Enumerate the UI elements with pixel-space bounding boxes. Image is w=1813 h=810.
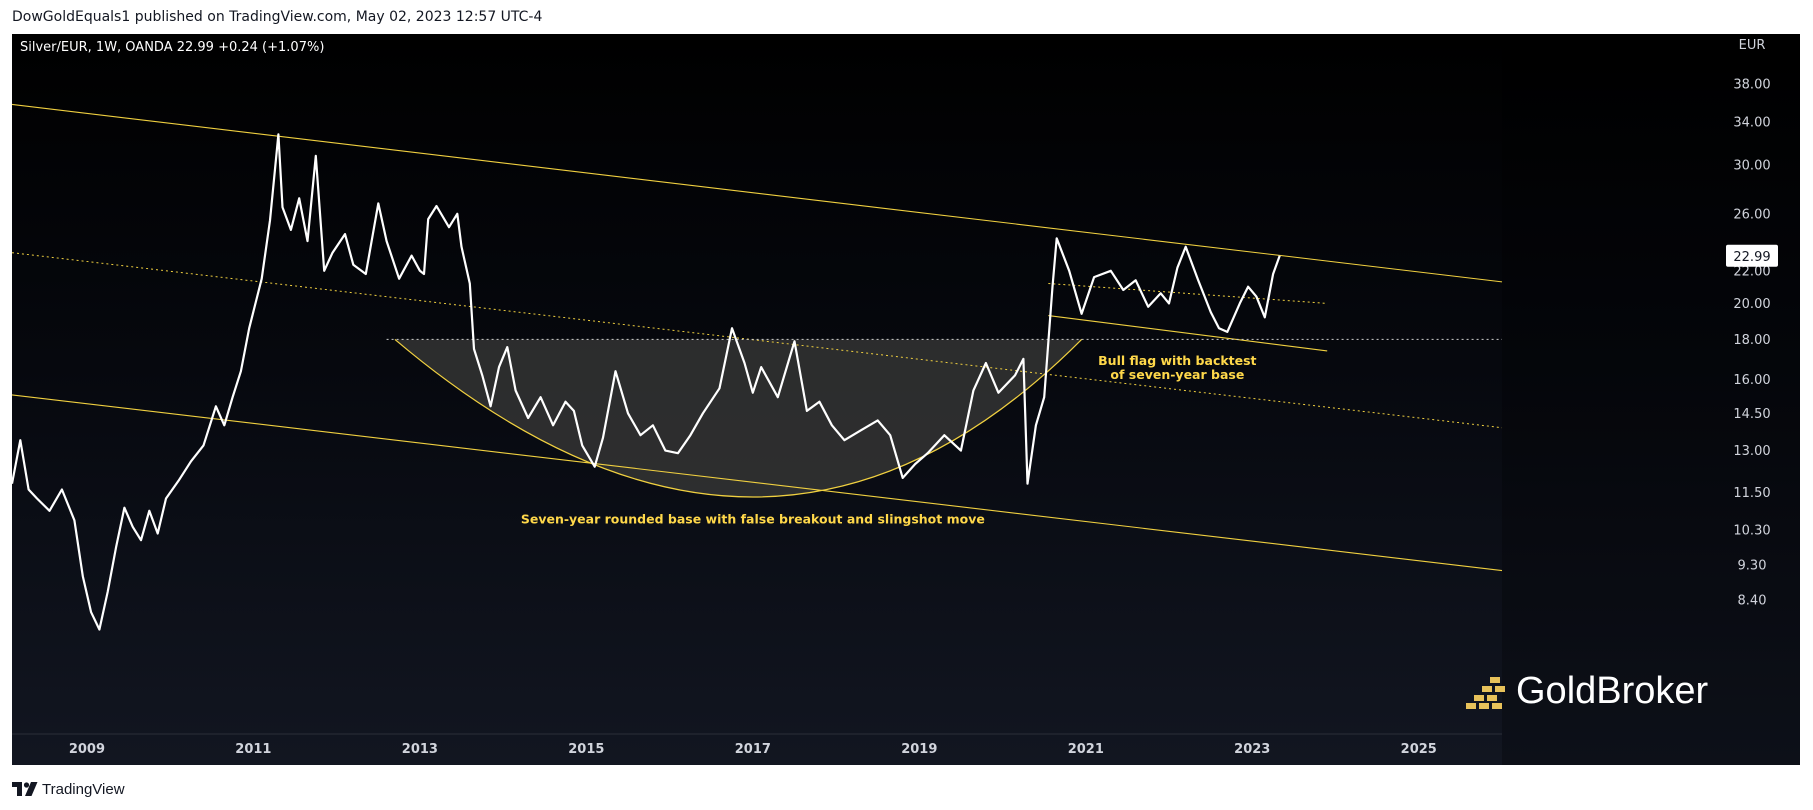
tradingview-brand-text: TradingView	[42, 780, 125, 798]
trend-line-1[interactable]	[12, 103, 1503, 283]
x-tick-label: 2015	[568, 742, 604, 757]
gold-bars-icon	[1466, 676, 1505, 709]
trend-line-5[interactable]	[1048, 315, 1328, 352]
annotations: Seven-year rounded base with false break…	[521, 353, 1257, 527]
price-axis-background	[1502, 34, 1800, 765]
x-tick-label: 2025	[1401, 742, 1437, 757]
y-tick-label: 9.30	[1738, 559, 1767, 574]
annotation-1: Seven-year rounded base with false break…	[521, 512, 985, 527]
price-series	[12, 133, 1281, 631]
rounded-base-arc	[394, 338, 1083, 498]
y-tick-label: 20.00	[1733, 297, 1770, 312]
y-tick-label: 38.00	[1733, 78, 1770, 93]
y-tick-label: 13.00	[1733, 444, 1770, 459]
y-tick-label: 30.00	[1733, 158, 1770, 173]
symbol-info: Silver/EUR, 1W, OANDA 22.99 +0.24 (+1.07…	[20, 40, 324, 55]
price-chart[interactable]: Seven-year rounded base with false break…	[12, 34, 1800, 765]
y-tick-label: 18.00	[1733, 333, 1770, 348]
annotation-line: Seven-year rounded base with false break…	[521, 512, 985, 527]
y-tick-label: 26.00	[1733, 207, 1770, 222]
annotation-2: Bull flag with backtest of seven-year bas…	[1098, 353, 1256, 382]
time-axis[interactable]: 2009 2011 2013 2015 2017 2019 2021 2023 2025	[12, 733, 1502, 757]
trend-line-3[interactable]	[12, 394, 1503, 572]
price-axis[interactable]: 38.00 34.00 30.00 26.00 22.00 20.00 18.00 16.00…	[1502, 34, 1800, 765]
y-tick-label: 22.00	[1733, 264, 1770, 279]
y-tick-label: 11.50	[1733, 486, 1770, 501]
x-tick-label: 2009	[69, 742, 105, 757]
last-price-label: 22.99	[1733, 250, 1770, 265]
publish-info: DowGoldEquals1 published on TradingView.…	[12, 9, 543, 25]
watermark-text: GoldBroker	[1516, 670, 1709, 712]
y-tick-label: 10.30	[1733, 524, 1770, 539]
axis-currency-unit: EUR	[1739, 38, 1766, 53]
trend-lines	[12, 103, 1503, 572]
x-tick-label: 2011	[235, 742, 271, 757]
rounded-base-layer	[394, 338, 1083, 498]
y-tick-label: 8.40	[1738, 593, 1767, 608]
tradingview-logo-icon	[12, 782, 38, 796]
x-tick-label: 2017	[735, 742, 771, 757]
goldbroker-watermark: GoldBroker	[1466, 670, 1708, 713]
last-price-marker	[1726, 244, 1778, 267]
price-line-1[interactable]	[12, 133, 1281, 631]
chart-pane[interactable]: Seven-year rounded base with false break…	[12, 34, 1800, 765]
annotation-line: Bull flag with backtest	[1098, 353, 1256, 368]
x-tick-label: 2021	[1068, 742, 1104, 757]
x-tick-label: 2013	[402, 742, 438, 757]
y-tick-label: 34.00	[1733, 116, 1770, 131]
tradingview-brand[interactable]: TradingView	[12, 778, 125, 800]
x-tick-label: 2019	[901, 742, 937, 757]
x-tick-label: 2023	[1234, 742, 1270, 757]
trend-line-4[interactable]	[1048, 282, 1328, 304]
annotation-line: of seven-year base	[1110, 367, 1244, 382]
rounded-base-area	[394, 339, 1082, 497]
y-tick-label: 16.00	[1733, 373, 1770, 388]
y-tick-label: 14.50	[1733, 407, 1770, 422]
